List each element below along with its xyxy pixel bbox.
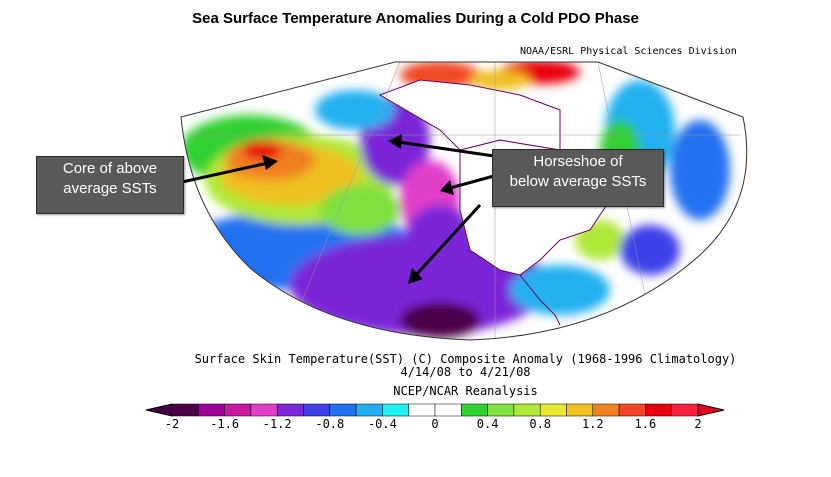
data-credit: NOAA/ESRL Physical Sciences Division <box>520 46 737 57</box>
colorbar-swatch <box>618 403 646 417</box>
colorbar-swatch <box>408 403 436 417</box>
colorbar-swatch <box>382 403 409 417</box>
colorbar-swatch <box>198 403 225 417</box>
caption-line1: Surface Skin Temperature(SST) (C) Compos… <box>194 352 737 366</box>
colorbar-low-arrow <box>145 403 173 417</box>
callout-above-line2: average SSTs <box>63 180 157 197</box>
colorbar-tick-label: 2 <box>694 417 702 431</box>
colorbar-tick-label: 1.2 <box>581 417 604 431</box>
colorbar-swatch <box>461 403 488 417</box>
callout-above-average: Core of above average SSTs <box>36 156 184 214</box>
colorbar-swatch <box>671 403 699 417</box>
colorbar-swatch <box>487 403 515 417</box>
colorbar-tick-label: 1.6 <box>634 417 657 431</box>
colorbar-swatch <box>329 403 357 417</box>
caption-line2: 4/14/08 to 4/21/08 <box>400 365 531 379</box>
colorbar-swatch <box>539 403 567 417</box>
colorbar-tick-label: 0.8 <box>529 417 552 431</box>
colorbar-tick-label: -2 <box>164 417 180 431</box>
callout-below-line2: below average SSTs <box>509 173 647 190</box>
colorbar-swatch <box>592 403 620 417</box>
colorbar-tick-label: -0.4 <box>367 417 397 431</box>
colorbar-tick-label: -0.8 <box>315 417 345 431</box>
callout-below-line1: Horseshoe of <box>533 153 623 170</box>
colorbar-high-arrow <box>697 403 725 417</box>
colorbar-swatch <box>224 403 252 417</box>
colorbar-swatch <box>645 403 672 417</box>
colorbar-swatch <box>171 403 199 417</box>
colorbar-swatch <box>566 403 594 417</box>
callout-above-line1: Core of above <box>62 160 158 177</box>
colorbar-tick-label: 0.4 <box>476 417 499 431</box>
chart-title: Sea Surface Temperature Anomalies During… <box>192 10 639 27</box>
colorbar-tick-label: -1.6 <box>210 417 240 431</box>
colorbar-swatch <box>276 403 304 417</box>
caption-line3: NCEP/NCAR Reanalysis <box>393 384 538 398</box>
colorbar-tick-label: -1.2 <box>262 417 292 431</box>
callout-below-average: Horseshoe of below average SSTs <box>492 149 664 207</box>
colorbar-swatch <box>434 403 462 417</box>
colorbar-tick-label: 0 <box>431 417 439 431</box>
colorbar-swatch <box>250 403 278 417</box>
colorbar-swatch <box>513 403 541 417</box>
colorbar-swatch <box>355 403 383 417</box>
colorbar-swatch <box>303 403 331 417</box>
